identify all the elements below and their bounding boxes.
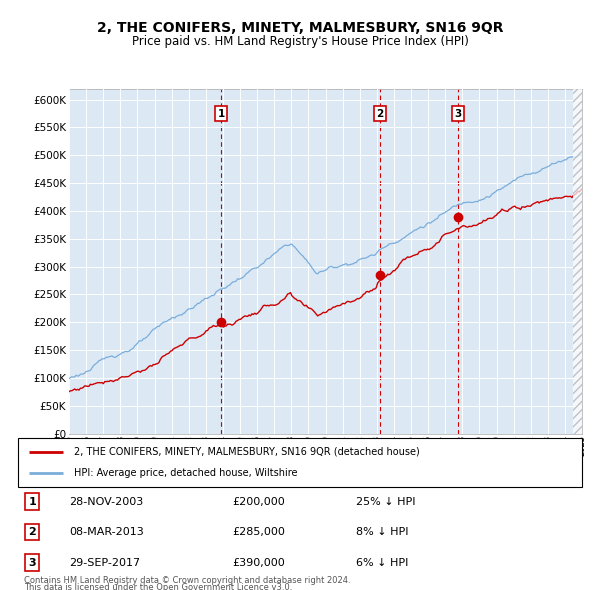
Text: 1: 1 bbox=[28, 497, 36, 507]
Text: 3: 3 bbox=[454, 109, 461, 119]
Text: 8% ↓ HPI: 8% ↓ HPI bbox=[356, 527, 409, 537]
Text: £390,000: £390,000 bbox=[232, 558, 285, 568]
Text: This data is licensed under the Open Government Licence v3.0.: This data is licensed under the Open Gov… bbox=[23, 584, 292, 590]
Text: £200,000: £200,000 bbox=[232, 497, 285, 507]
Text: 2, THE CONIFERS, MINETY, MALMESBURY, SN16 9QR (detached house): 2, THE CONIFERS, MINETY, MALMESBURY, SN1… bbox=[74, 447, 420, 457]
Text: Contains HM Land Registry data © Crown copyright and database right 2024.: Contains HM Land Registry data © Crown c… bbox=[23, 576, 350, 585]
Text: HPI: Average price, detached house, Wiltshire: HPI: Average price, detached house, Wilt… bbox=[74, 468, 298, 478]
Text: 3: 3 bbox=[28, 558, 36, 568]
Text: 2: 2 bbox=[28, 527, 36, 537]
FancyBboxPatch shape bbox=[18, 438, 582, 487]
Text: Price paid vs. HM Land Registry's House Price Index (HPI): Price paid vs. HM Land Registry's House … bbox=[131, 35, 469, 48]
Text: 2, THE CONIFERS, MINETY, MALMESBURY, SN16 9QR: 2, THE CONIFERS, MINETY, MALMESBURY, SN1… bbox=[97, 21, 503, 35]
Text: 08-MAR-2013: 08-MAR-2013 bbox=[69, 527, 143, 537]
Text: 1: 1 bbox=[218, 109, 225, 119]
Bar bbox=[574, 88, 582, 434]
Text: 25% ↓ HPI: 25% ↓ HPI bbox=[356, 497, 416, 507]
Text: 6% ↓ HPI: 6% ↓ HPI bbox=[356, 558, 409, 568]
Text: 2: 2 bbox=[377, 109, 384, 119]
Text: 28-NOV-2003: 28-NOV-2003 bbox=[69, 497, 143, 507]
Text: £285,000: £285,000 bbox=[232, 527, 285, 537]
Text: 29-SEP-2017: 29-SEP-2017 bbox=[69, 558, 140, 568]
